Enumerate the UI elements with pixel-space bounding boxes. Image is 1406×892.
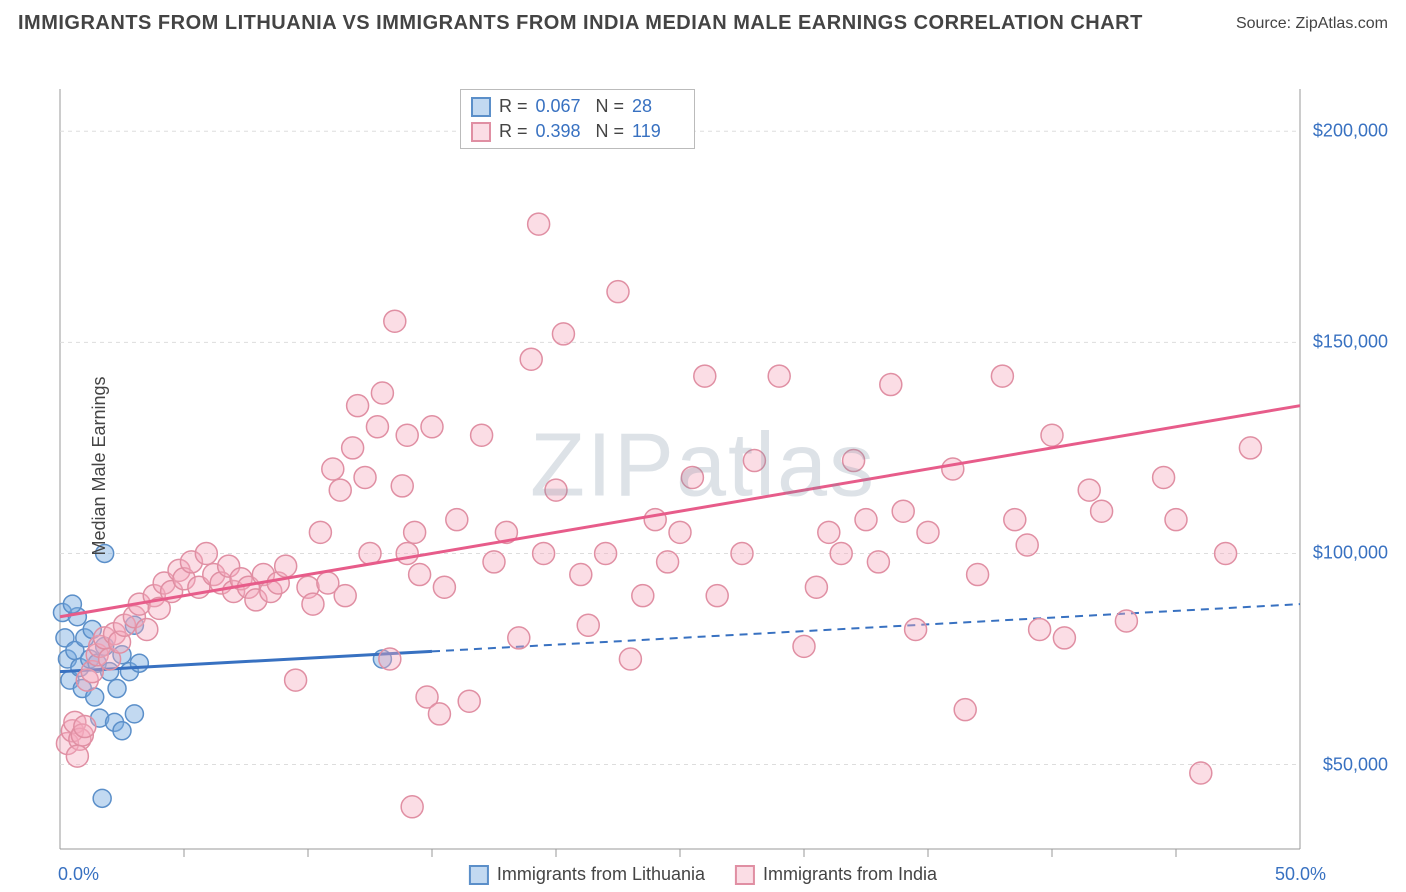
stats-legend-row: R = 0.398 N = 119 [471,119,684,144]
n-label: N = [596,121,625,142]
swatch-icon [469,865,489,885]
n-value: 119 [632,121,684,142]
n-value: 28 [632,96,684,117]
x-tick-max: 50.0% [1275,864,1326,885]
r-value: 0.067 [536,96,588,117]
footer-legend-item: Immigrants from Lithuania [469,864,705,885]
swatch-icon [471,122,491,142]
series-name: Immigrants from India [763,864,937,885]
chart-title: IMMIGRANTS FROM LITHUANIA VS IMMIGRANTS … [18,12,1143,35]
r-value: 0.398 [536,121,588,142]
y-tick-label: $150,000 [1313,332,1388,353]
swatch-icon [471,97,491,117]
stats-legend-row: R = 0.067 N = 28 [471,94,684,119]
y-tick-label: $200,000 [1313,121,1388,142]
chart-svg [0,41,1406,891]
series-name: Immigrants from Lithuania [497,864,705,885]
y-tick-label: $100,000 [1313,543,1388,564]
y-tick-label: $50,000 [1323,754,1388,775]
r-label: R = [499,121,528,142]
swatch-icon [735,865,755,885]
n-label: N = [596,96,625,117]
x-tick-min: 0.0% [58,864,99,885]
chart-area: Median Male Earnings ZIPatlas $50,000$10… [0,41,1406,891]
stats-legend: R = 0.067 N = 28 R = 0.398 N = 119 [460,89,695,149]
footer-legend: Immigrants from Lithuania Immigrants fro… [469,864,937,885]
y-axis-label: Median Male Earnings [89,376,110,555]
source-label: Source: ZipAtlas.com [1236,15,1388,33]
r-label: R = [499,96,528,117]
footer-legend-item: Immigrants from India [735,864,937,885]
